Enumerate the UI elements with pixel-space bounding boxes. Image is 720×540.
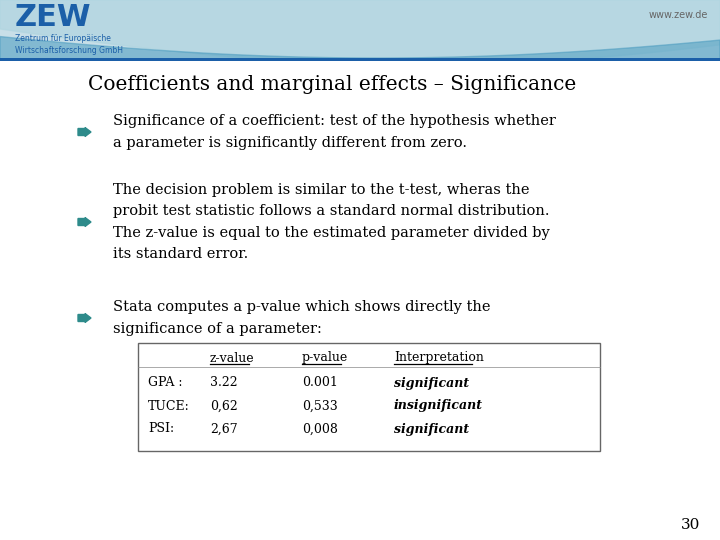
Text: 0,62: 0,62 (210, 400, 238, 413)
Text: GPA :: GPA : (148, 376, 182, 389)
Text: p-value: p-value (302, 352, 348, 365)
Text: The decision problem is similar to the t-test, wheras the
probit test statistic : The decision problem is similar to the t… (113, 183, 550, 261)
Text: PSI:: PSI: (148, 422, 174, 435)
FancyArrow shape (78, 218, 91, 226)
Text: 2,67: 2,67 (210, 422, 238, 435)
Text: 3.22: 3.22 (210, 376, 238, 389)
Text: significant: significant (394, 376, 469, 389)
Text: 0,008: 0,008 (302, 422, 338, 435)
Text: Coefficients and marginal effects – Significance: Coefficients and marginal effects – Sign… (88, 75, 576, 93)
Text: Significance of a coefficient: test of the hypothesis whether
a parameter is sig: Significance of a coefficient: test of t… (113, 114, 556, 150)
Polygon shape (0, 0, 720, 65)
Polygon shape (0, 37, 720, 93)
Bar (0, 0, 720, 60)
Text: Zentrum für Europäische
Wirtschaftsforschung GmbH: Zentrum für Europäische Wirtschaftsforsc… (15, 34, 123, 55)
Text: Stata computes a p-value which shows directly the
significance of a parameter:: Stata computes a p-value which shows dir… (113, 300, 490, 335)
Text: TUCE:: TUCE: (148, 400, 190, 413)
Text: Interpretation: Interpretation (394, 352, 484, 365)
Bar (0, 58, 720, 61)
Text: insignificant: insignificant (394, 400, 483, 413)
Text: ZEW: ZEW (15, 3, 91, 31)
Polygon shape (0, 61, 720, 115)
FancyArrow shape (78, 127, 91, 137)
Text: 0.001: 0.001 (302, 376, 338, 389)
Text: www.zew.de: www.zew.de (649, 10, 708, 20)
Text: 30: 30 (680, 518, 700, 532)
Text: significant: significant (394, 422, 469, 435)
Text: z-value: z-value (210, 352, 255, 365)
Bar (138, 343, 600, 451)
Bar (0, 58, 720, 540)
Text: 0,533: 0,533 (302, 400, 338, 413)
FancyArrow shape (78, 314, 91, 322)
